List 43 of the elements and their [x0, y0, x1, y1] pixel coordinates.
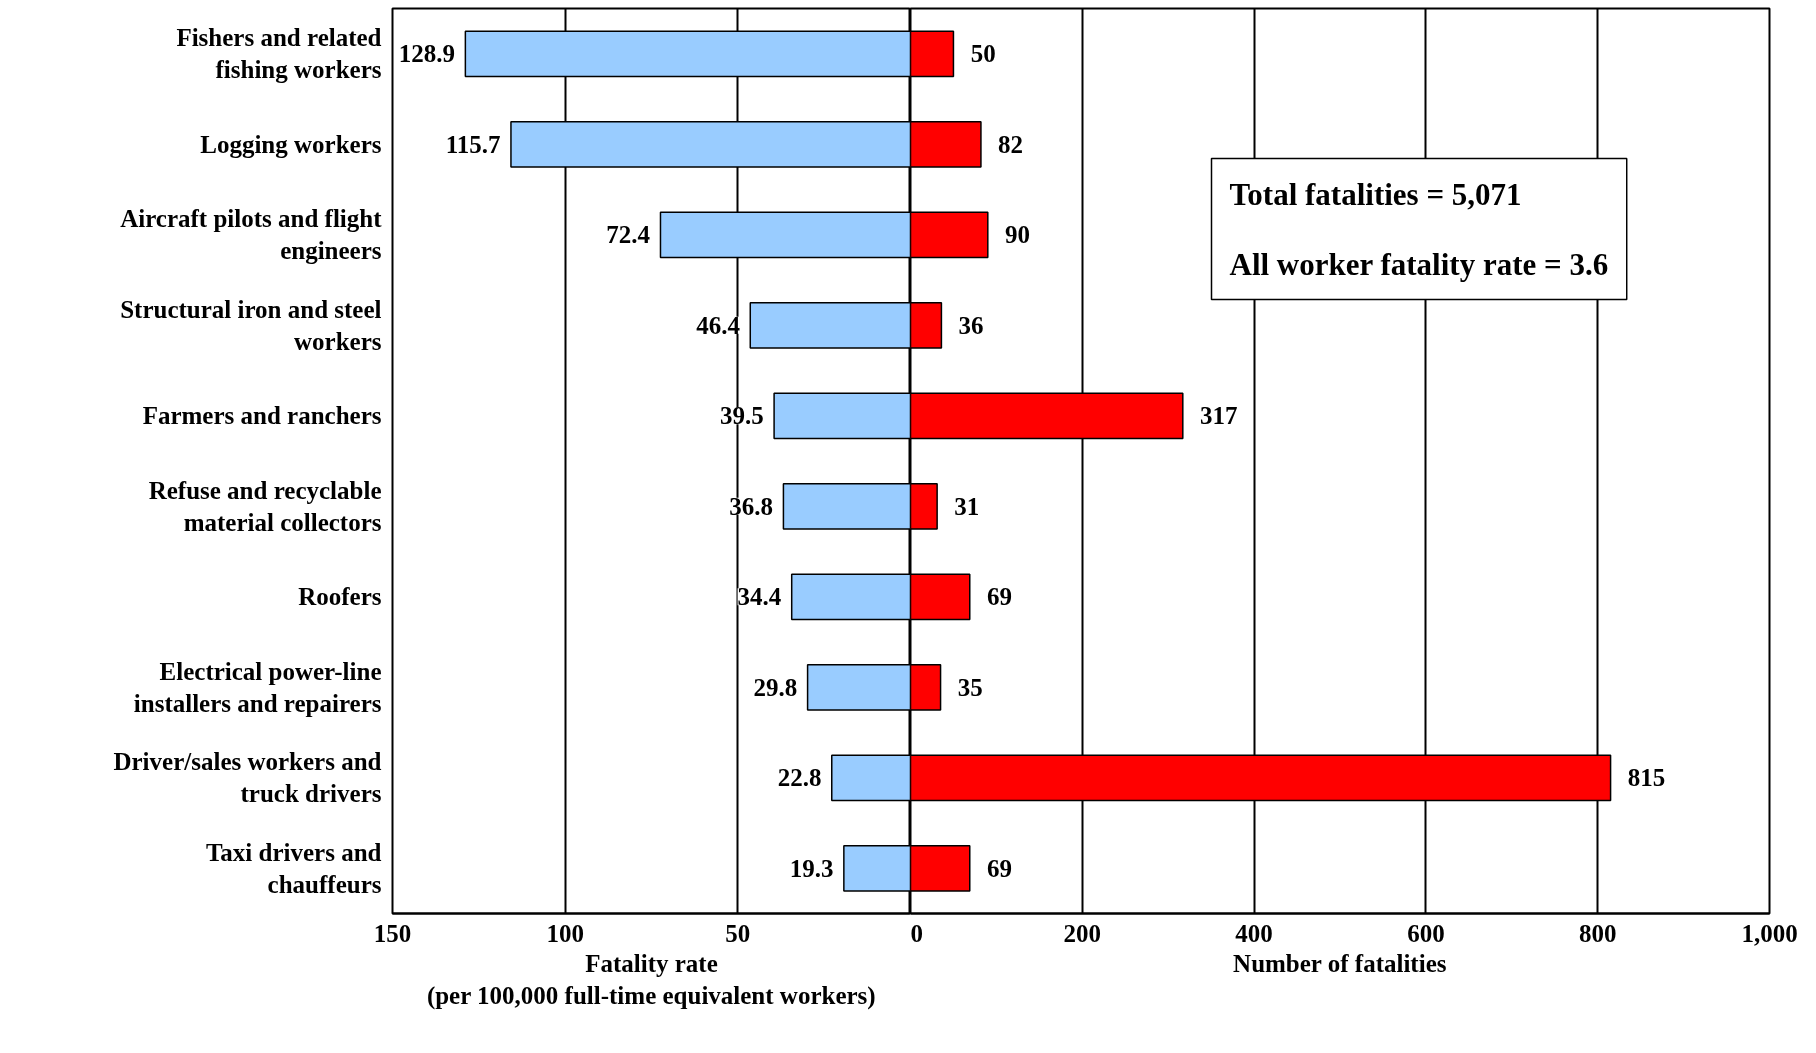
- data-label: 815: [1627, 764, 1666, 792]
- data-label: 36.8: [729, 492, 774, 520]
- data-label: 19.3: [789, 854, 834, 882]
- data-label: 50: [970, 40, 996, 68]
- x-tick-label: 150: [373, 919, 412, 947]
- x-tick-label: 0: [910, 919, 923, 947]
- y-tick-label: Farmers and ranchers: [142, 402, 382, 430]
- y-tick-label: Taxi drivers and chauffeurs: [206, 838, 382, 898]
- data-label: 29.8: [753, 673, 798, 701]
- annotation: Total fatalities = 5,071: [1229, 176, 1522, 212]
- data-label: 31: [954, 492, 980, 520]
- data-label: 36: [958, 311, 984, 339]
- y-tick-label: Electrical power-line installers and repairers: [133, 657, 382, 717]
- data-label: 115.7: [445, 130, 501, 158]
- data-label: 69: [986, 854, 1012, 882]
- x-tick-label: 600: [1407, 919, 1445, 947]
- x-tick-label: 400: [1235, 919, 1273, 947]
- x-tick-label: 50: [725, 919, 751, 947]
- data-label: 39.5: [719, 402, 764, 430]
- data-label: 46.4: [696, 311, 741, 339]
- y-tick-label: Driver/sales workers and truck drivers: [113, 748, 382, 808]
- y-tick-label: Refuse and recyclable material collectors: [148, 476, 382, 536]
- y-tick-label: Fishers and related fishing workers: [176, 24, 382, 84]
- data-label: 34.4: [737, 583, 782, 611]
- y-tick-label: Aircraft pilots and flight engineers: [120, 205, 383, 265]
- data-label: 90: [1004, 221, 1030, 249]
- x-tick-label: 100: [546, 919, 584, 947]
- x-axis-title: Fatality rate (per 100,000 full-time equivalent workers): [426, 949, 876, 1010]
- y-tick-label: Logging workers: [200, 130, 382, 158]
- x-axis-title: Number of fatalities: [1233, 949, 1447, 977]
- data-label: 128.9: [398, 40, 456, 68]
- data-label: 72.4: [606, 221, 651, 249]
- data-label: 69: [986, 583, 1012, 611]
- data-label: 35: [957, 673, 983, 701]
- data-label: 82: [998, 130, 1024, 158]
- y-tick-label: Structural iron and steel workers: [120, 295, 382, 355]
- data-label: 22.8: [777, 764, 822, 792]
- x-tick-label: 200: [1063, 919, 1102, 947]
- x-tick-label: 1,000: [1741, 919, 1798, 947]
- x-tick-label: 800: [1578, 919, 1617, 947]
- y-tick-label: Roofers: [298, 583, 382, 611]
- data-label: 317: [1199, 402, 1238, 430]
- annotation: All worker fatality rate = 3.6: [1229, 246, 1609, 282]
